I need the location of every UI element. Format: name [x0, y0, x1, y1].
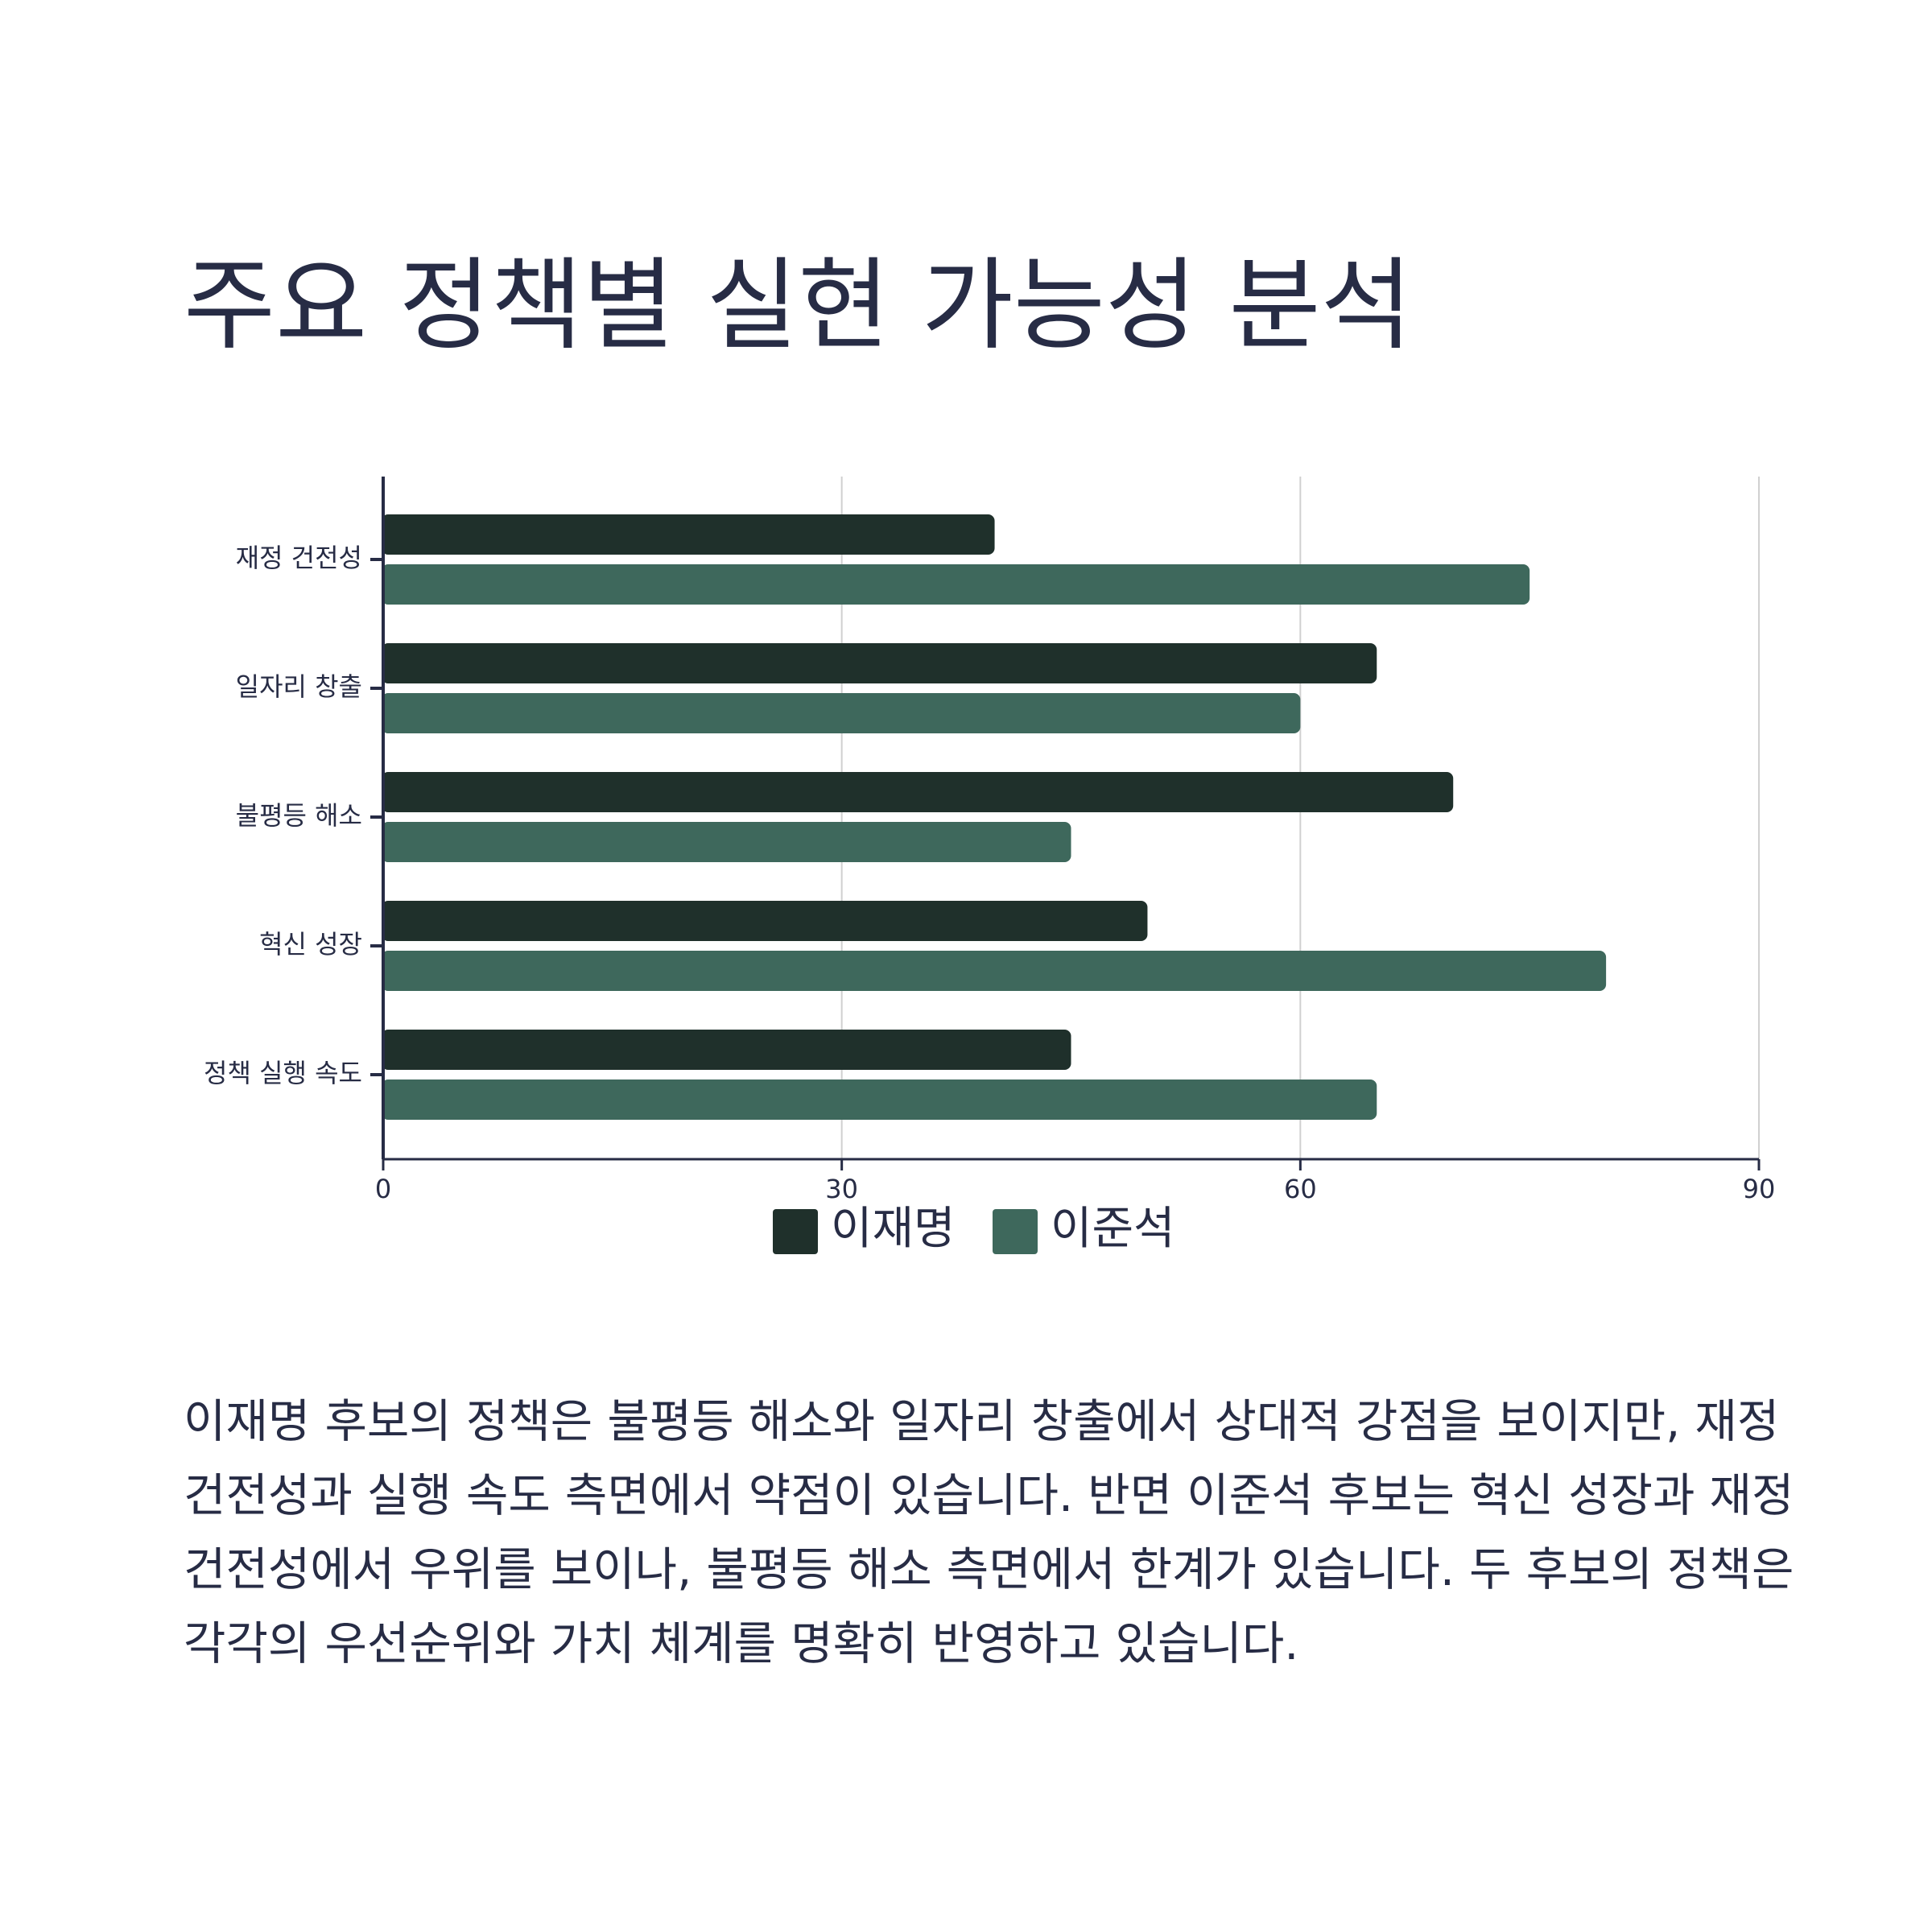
- y-tick-label: 불평등 해소: [236, 800, 362, 831]
- y-tick-label: 재정 건전성: [236, 543, 362, 573]
- bar-1: [382, 1030, 1071, 1070]
- bar-1: [382, 514, 995, 555]
- y-tick-label: 정책 실행 속도: [204, 1058, 362, 1088]
- chart-description: 이재명 후보의 정책은 불평등 해소와 일자리 창출에서 상대적 강점을 보이지…: [184, 1395, 1794, 1670]
- chart-title: 주요 정책별 실현 가능성 분석: [184, 248, 1413, 364]
- bar-1: [382, 901, 1148, 941]
- bar-1: [382, 772, 1454, 812]
- bar-2: [382, 564, 1530, 605]
- y-tick-label: 혁신 성장: [259, 929, 362, 960]
- y-tick-label: 일자리 창출: [236, 671, 362, 702]
- bar-1: [382, 643, 1377, 683]
- legend-label: 이재명: [831, 1203, 956, 1255]
- legend-label: 이준석: [1051, 1203, 1175, 1255]
- x-tick-label: 30: [825, 1174, 858, 1204]
- bar-2: [382, 951, 1607, 991]
- x-tick-label: 60: [1284, 1174, 1317, 1204]
- bar-2: [382, 1080, 1377, 1120]
- legend-swatch: [993, 1209, 1038, 1254]
- bar-2: [382, 822, 1071, 862]
- x-tick-label: 90: [1743, 1174, 1776, 1204]
- legend-swatch: [773, 1209, 818, 1254]
- bar-2: [382, 693, 1301, 733]
- x-tick-label: 0: [375, 1174, 391, 1204]
